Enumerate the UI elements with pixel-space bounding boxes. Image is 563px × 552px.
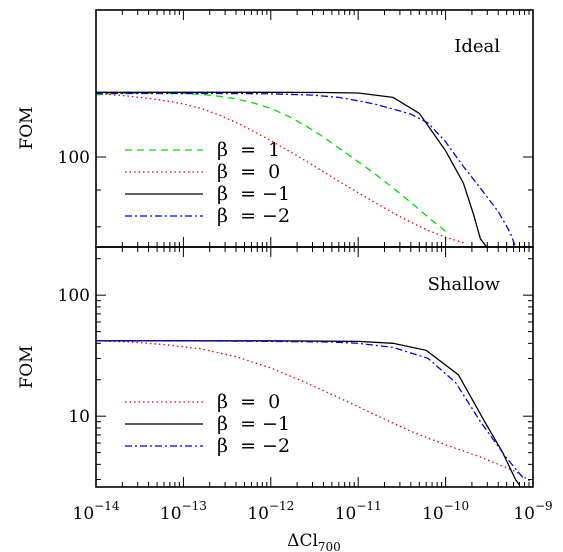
ideal-legend: β = 1β = 0β = −1β = −2 — [125, 139, 290, 227]
ideal-y-axis-title: FOM — [17, 106, 37, 149]
ideal-panel-label: Ideal — [454, 36, 500, 57]
series-line-1-2 — [96, 340, 525, 480]
y-tick-label: 10 — [68, 407, 90, 427]
x-axis-title: ΔCl700 — [287, 531, 341, 552]
legend-label: β = −1 — [217, 183, 290, 205]
shallow-series-group — [96, 340, 533, 486]
x-tick-label: 10−9 — [513, 499, 552, 524]
shallow-legend: β = 0β = −1β = −2 — [125, 391, 290, 457]
legend-label: β = 1 — [217, 139, 280, 161]
y-tick-label: 100 — [58, 286, 90, 306]
legend-label: β = −2 — [217, 435, 290, 457]
x-axis-title-subscript: 700 — [318, 540, 341, 552]
legend-label: β = −1 — [217, 413, 290, 435]
ideal-series-group — [96, 91, 517, 247]
x-tick-label: 10−11 — [335, 499, 382, 524]
x-tick-label: 10−10 — [422, 499, 469, 524]
series-line-0-2 — [96, 91, 488, 247]
x-tick-label: 10−13 — [160, 499, 207, 524]
x-tick-labels: 10−14 10−13 10−12 10−11 10−10 10−9 — [73, 499, 553, 524]
shallow-y-axis-title: FOM — [17, 345, 37, 388]
x-tick-label: 10−14 — [73, 499, 120, 524]
shallow-panel-label: Shallow — [428, 274, 501, 295]
legend-label: β = 0 — [217, 161, 280, 183]
shallow-panel: 10 100 Shallow FOM β = 0β = −1β = −2 10−1… — [17, 246, 553, 552]
legend-label: β = −2 — [217, 205, 290, 227]
x-tick-label: 10−12 — [247, 499, 294, 524]
shallow-frame — [95, 246, 534, 488]
series-line-1-0 — [96, 340, 533, 484]
x-axis-title-main: ΔCl — [287, 531, 318, 551]
y-tick-label: 100 — [58, 148, 90, 168]
shallow-ticks: 10 100 — [58, 247, 534, 487]
legend-label: β = 0 — [217, 391, 280, 413]
ideal-ticks: 100 — [58, 10, 534, 247]
ideal-panel: 100 Ideal FOM β = 1β = 0β = −1β = −2 — [17, 9, 534, 248]
